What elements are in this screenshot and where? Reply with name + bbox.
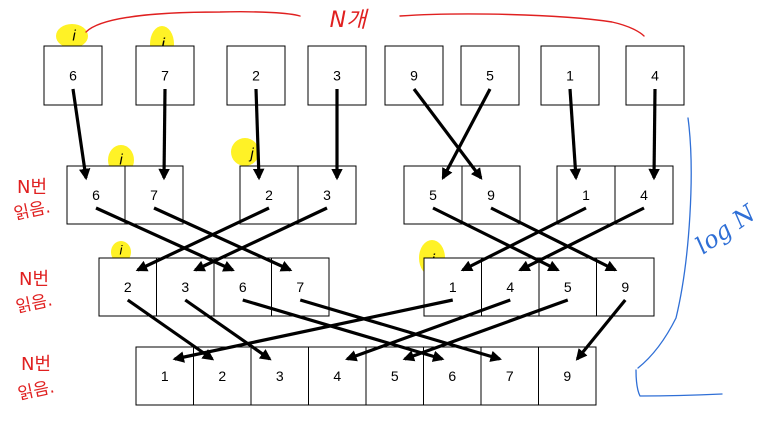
array-value: 4 [651,68,659,84]
n-count-bracket: N개 [85,8,645,37]
array-value: 4 [640,187,648,203]
array-value: 4 [333,368,341,384]
array-value: 2 [124,279,132,295]
array-cell [297,165,357,225]
log-n-label: log N [690,198,761,259]
array-group-level0-1: 7 [135,45,195,106]
array-group-level2-0: 2 3 6 7 [98,257,330,317]
merge-arrow [441,88,492,181]
array-value: 6 [69,68,77,84]
merge-arrow [575,298,627,361]
array-group-level0-5: 5 [460,45,520,106]
array-value: 4 [506,279,514,295]
merge-arrow [126,298,215,361]
array-cell [156,257,215,317]
merge-arrow [299,298,502,362]
merge-arrow [518,206,645,272]
side-label-level2-line2: 읽음. [14,290,54,317]
side-label-level3-line2: 읽음. [16,377,56,404]
array-cell [460,45,520,106]
merge-arrow [184,298,272,361]
merge-arrow [193,206,328,272]
array-value: 1 [449,279,457,295]
merge-arrow [460,206,587,272]
merge-arrow [242,298,445,362]
merge-arrow [172,298,454,363]
merge-arrow [648,88,660,181]
array-value: 6 [448,368,456,384]
array-value: 3 [181,279,189,295]
merge-arrow [490,206,618,272]
array-cell [384,45,444,106]
array-value: 9 [487,187,495,203]
merge-arrow [71,88,91,181]
pointer-j-level0: j [159,35,166,54]
array-cell [239,165,299,225]
array-value: 9 [621,279,629,295]
merge-arrows [71,88,660,363]
array-value: 7 [506,368,514,384]
array-value: 5 [429,187,437,203]
pointer-i-level1: i [119,152,123,169]
array-cell [124,165,184,225]
merge-arrow [95,206,235,272]
array-value: 1 [566,68,574,84]
merge-arrow [252,88,265,181]
array-value: 5 [391,368,399,384]
pointer-i-level0: i [72,28,76,45]
side-label-level1-line2: 읽음. [12,197,52,224]
array-cell [556,165,616,225]
n-count-label: N개 [330,8,369,33]
array-group-level0-4: 9 [384,45,444,106]
merge-arrow [153,206,293,272]
pointer-i-level2: i [120,243,124,258]
array-cell [614,165,674,225]
array-value: 7 [150,187,158,203]
side-label-level2-line1: N번 [19,269,49,290]
side-labels: N번 읽음. N번 읽음. N번 읽음. [12,177,56,405]
array-group-level3-0: 1 2 3 4 5 6 7 9 [135,346,597,406]
array-group-level0-3: 3 [307,45,367,106]
side-label-level3-line1: N번 [21,354,51,375]
array-value: 3 [276,368,284,384]
side-label-level1-line1: N번 [17,177,47,198]
array-value: 5 [486,68,494,84]
array-value: 2 [265,187,273,203]
merge-arrow [135,206,270,272]
array-value: 2 [252,68,260,84]
merge-arrow [568,88,582,181]
array-value: 6 [239,279,247,295]
array-value: 5 [564,279,572,295]
array-value: 9 [563,368,571,384]
array-value: 2 [218,368,226,384]
array-value: 3 [323,187,331,203]
merge-arrow [158,88,170,181]
merge-arrow [432,206,560,272]
array-boxes: 6 7 2 3 9 5 1 46 7 2 3 5 9 1 42 3 6 7 1 4 5 91 2 3 4 5 6 7 9 [43,45,685,406]
array-value: 1 [582,187,590,203]
array-value: 3 [333,68,341,84]
array-value: 9 [410,68,418,84]
array-value: 7 [296,279,304,295]
merge-arrow [345,298,511,362]
merge-arrow [402,298,569,362]
array-value: 1 [161,368,169,384]
merge-arrow [412,88,483,180]
array-value: 6 [92,187,100,203]
pointer-j-level1: j [248,146,254,163]
array-value: 7 [161,68,169,84]
